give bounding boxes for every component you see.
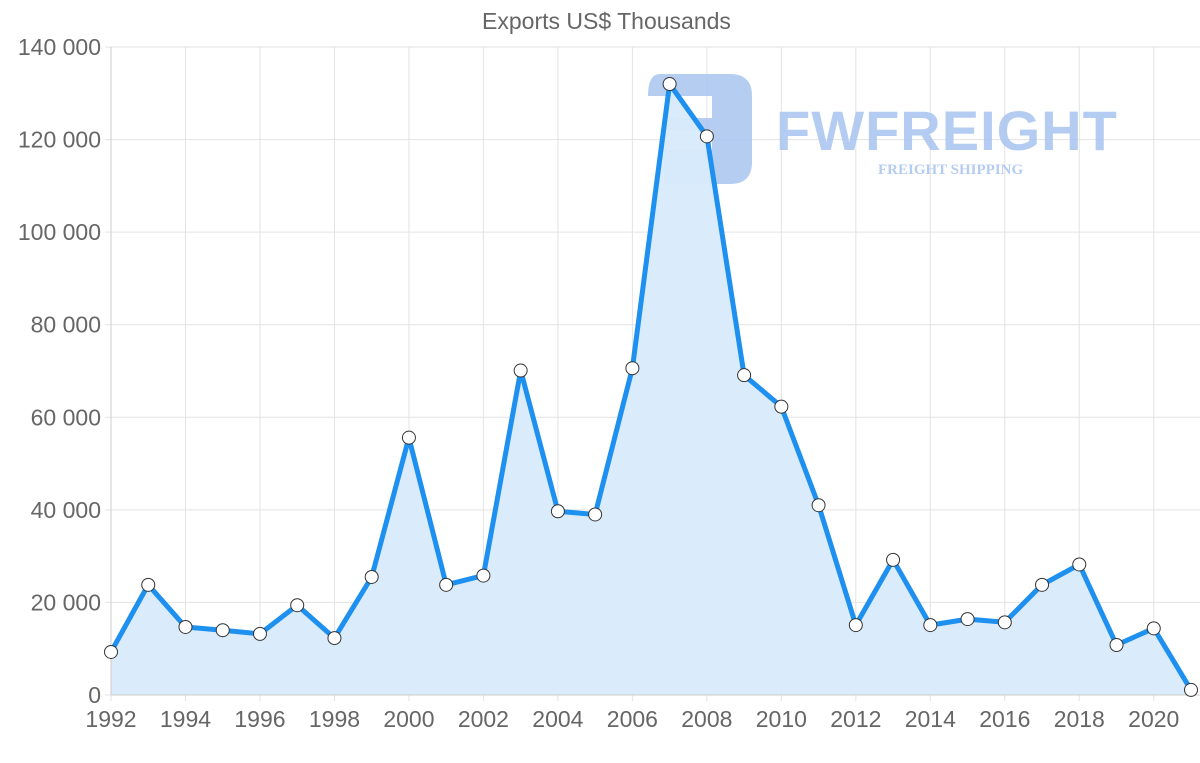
x-tick-label: 2010 [756, 706, 807, 732]
x-tick-label: 2016 [979, 706, 1030, 732]
chart-title: Exports US$ Thousands [482, 8, 731, 34]
x-tick-label: 2020 [1128, 706, 1179, 732]
x-tick-label: 2004 [532, 706, 583, 732]
x-tick-label: 2000 [383, 706, 434, 732]
data-point[interactable] [960, 612, 975, 627]
data-point[interactable] [215, 623, 230, 638]
axes: 0 20 000 40 000 60 000 80 000 100 000 120 000 1… [18, 34, 1200, 732]
data-point[interactable] [252, 626, 267, 641]
y-tick-label: 60 000 [31, 404, 101, 430]
y-tick-label: 120 000 [18, 127, 101, 153]
data-point[interactable] [513, 363, 528, 378]
data-point[interactable] [1109, 638, 1124, 653]
y-tick-label: 100 000 [18, 219, 101, 245]
data-point[interactable] [886, 552, 901, 567]
data-point[interactable] [588, 507, 603, 522]
data-point[interactable] [327, 631, 342, 646]
data-point[interactable] [439, 577, 454, 592]
data-point[interactable] [401, 430, 416, 445]
data-point[interactable] [848, 618, 863, 633]
data-point[interactable] [476, 568, 491, 583]
x-tick-label: 1992 [85, 706, 136, 732]
watermark-logo: FWFREIGHT FREIGHT SHIPPING [648, 74, 1118, 184]
y-tick-label: 140 000 [18, 34, 101, 60]
data-point[interactable] [997, 615, 1012, 630]
data-point[interactable] [625, 361, 640, 376]
data-point[interactable] [364, 569, 379, 584]
x-tick-label: 2006 [607, 706, 658, 732]
y-tick-label: 80 000 [31, 312, 101, 338]
data-point[interactable] [1146, 621, 1161, 636]
data-point[interactable] [141, 577, 156, 592]
x-tick-label: 2002 [458, 706, 509, 732]
data-point[interactable] [737, 368, 752, 383]
x-tick-label: 1998 [309, 706, 360, 732]
data-point[interactable] [811, 498, 826, 513]
x-tick-label: 1994 [160, 706, 211, 732]
x-tick-label: 2008 [681, 706, 732, 732]
y-tick-label: 20 000 [31, 589, 101, 615]
y-tick-label: 40 000 [31, 497, 101, 523]
data-point[interactable] [662, 77, 677, 92]
y-tick-label: 0 [88, 682, 101, 708]
data-point[interactable] [178, 619, 193, 634]
data-point[interactable] [104, 644, 118, 659]
x-tick-label: 2018 [1054, 706, 1105, 732]
data-point[interactable] [923, 618, 938, 633]
x-tick-label: 1996 [234, 706, 285, 732]
data-point[interactable] [1035, 577, 1050, 592]
data-line [108, 81, 1194, 692]
area-fill [111, 84, 1191, 695]
x-tick-label: 2012 [830, 706, 881, 732]
data-point[interactable] [1184, 682, 1198, 697]
data-points [104, 77, 1198, 697]
watermark-tagline: FREIGHT SHIPPING [878, 162, 1023, 178]
x-tick-label: 2014 [905, 706, 956, 732]
watermark-brand: FWFREIGHT [776, 99, 1118, 162]
data-point[interactable] [550, 504, 565, 519]
data-point[interactable] [290, 598, 305, 613]
data-point[interactable] [699, 129, 714, 144]
data-point[interactable] [774, 399, 789, 414]
data-point[interactable] [1072, 557, 1087, 572]
